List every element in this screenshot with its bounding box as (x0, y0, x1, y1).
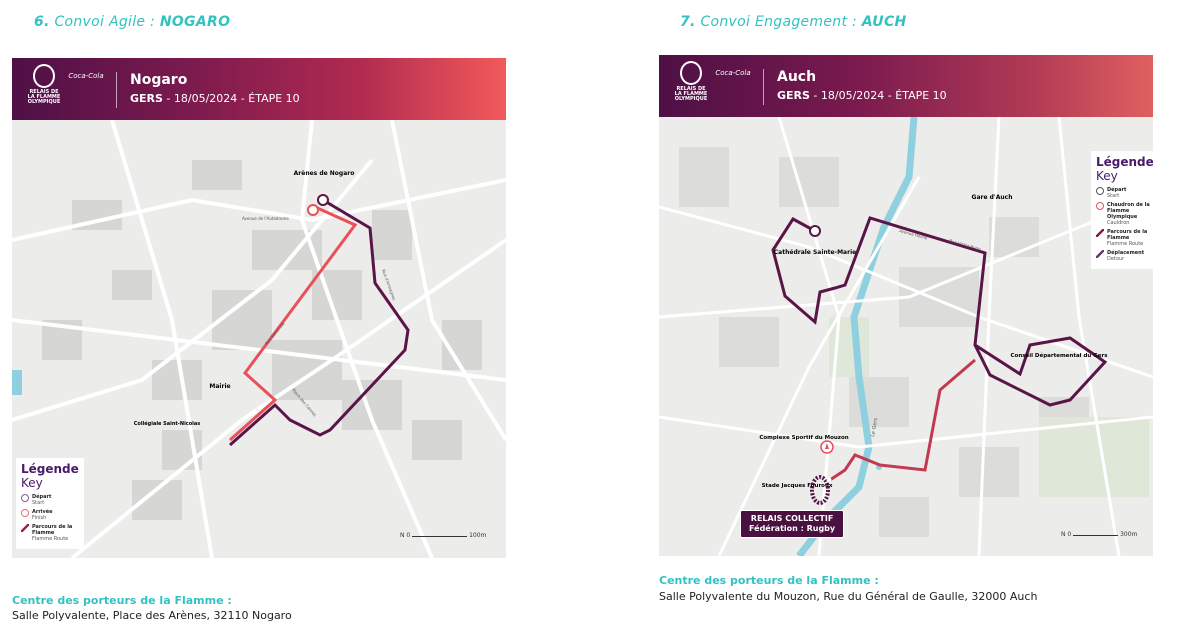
label-cathedrale: Cathédrale Sainte-Marie (774, 249, 856, 256)
legend-sub: Flamme Route (1107, 241, 1144, 247)
relais-federation: Fédération : Rugby (749, 524, 836, 533)
map-subtitle: GERS - 18/05/2024 - ÉTAPE 10 (130, 92, 300, 105)
sponsor-logo: Coca-Cola (715, 69, 751, 77)
dept: GERS (777, 89, 810, 102)
date-stage: - 18/05/2024 - ÉTAPE 10 (162, 92, 300, 105)
section-title-auch: 7. Convoi Engagement : AUCH (680, 14, 907, 30)
dept: GERS (130, 92, 163, 105)
legend-item-start: Départ Start (1096, 187, 1153, 199)
scale-max: 300m (1120, 531, 1138, 538)
legend-item-detour: Déplacement Detour (1096, 250, 1153, 262)
map-auch[interactable]: Cathédrale Sainte-Marie Gare d'Auch Cons… (659, 117, 1153, 556)
scale-max: 100m (469, 532, 487, 539)
label-conseil: Conseil Départemental du Gers (1011, 352, 1109, 359)
legend-sub: Detour (1107, 256, 1125, 262)
label-collegiale: Collégiale Saint-Nicolas (134, 420, 201, 427)
cauldron-icon (820, 440, 834, 454)
section-prefix: Convoi Agile : (54, 14, 156, 30)
section-city: NOGARO (159, 14, 231, 30)
label-avenue: Avenue de l'Autodrome (242, 216, 289, 221)
map-nogaro[interactable]: Arènes de Nogaro Mairie Collégiale Saint… (12, 120, 506, 558)
legend-sub: Finish (32, 515, 47, 521)
legend-sub: Flamme Route (32, 536, 69, 542)
legend-label: Départ (32, 494, 52, 500)
footer-heading: Centre des porteurs de la Flamme : (12, 594, 232, 607)
relais-title: RELAIS COLLECTIF (750, 514, 834, 523)
legend-label: Parcours de la Flamme (1107, 229, 1148, 241)
map-city: Auch (777, 69, 817, 85)
footer-address: Salle Polyvalente du Mouzon, Rue du Géné… (659, 590, 1038, 603)
label-gare: Gare d'Auch (972, 194, 1013, 201)
label-arenes: Arènes de Nogaro (294, 170, 355, 177)
date-stage: - 18/05/2024 - ÉTAPE 10 (809, 89, 947, 102)
start-circle-icon (21, 494, 29, 502)
north-arrow-icon: N (1061, 531, 1066, 538)
legend-item-route: Parcours de la Flamme Flamme Route (21, 524, 79, 542)
legend-item-finish: Arrivée Finish (21, 509, 79, 521)
footer-heading: Centre des porteurs de la Flamme : (659, 574, 879, 587)
legend-subtitle: Key (1096, 169, 1118, 183)
legend-title: Légende (21, 462, 79, 476)
map-legend: Légende Key Départ Start Arrivée Finish Pa… (16, 458, 84, 549)
legend-sub: Cauldron (1107, 220, 1130, 226)
scale-zero: 0 (1067, 531, 1072, 538)
relais-collectif-badge: RELAIS COLLECTIF Fédération : Rugby (740, 510, 845, 538)
divider (763, 69, 764, 105)
legend-label: Déplacement (1107, 250, 1145, 256)
map-subtitle: GERS - 18/05/2024 - ÉTAPE 10 (777, 89, 947, 102)
section-number: 7. (680, 14, 696, 30)
legend-title: Légende (1096, 155, 1153, 169)
legend-item-cauldron: Chaudron de la Flamme Olympique Cauldron (1096, 202, 1153, 226)
sponsor-logo: Coca-Cola (68, 72, 104, 80)
label-complexe: Complexe Sportif du Mouzon (759, 435, 848, 441)
scale-zero: 0 (406, 532, 411, 539)
map-panel-nogaro: RELAIS DE LA FLAMME OLYMPIQUE Coca-Cola … (12, 58, 506, 558)
route-line-icon (21, 524, 29, 532)
cauldron-icon (1096, 202, 1104, 210)
divider (116, 72, 117, 108)
olympic-relay-logo: RELAIS DE LA FLAMME OLYMPIQUE (673, 61, 709, 111)
detour-line-icon (1096, 250, 1104, 258)
legend-sub: Start (32, 500, 45, 506)
label-mairie: Mairie (209, 383, 230, 390)
olympic-relay-logo: RELAIS DE LA FLAMME OLYMPIQUE (26, 64, 62, 114)
label-river: Le Gers (870, 417, 879, 437)
map-legend: Légende Key Départ Start Chaudron de la F… (1091, 151, 1153, 269)
map-scale: N 0 300m (1061, 531, 1137, 538)
legend-sub: Start (1107, 193, 1120, 199)
footer-address: Salle Polyvalente, Place des Arènes, 321… (12, 609, 292, 622)
legend-item-start: Départ Start (21, 494, 79, 506)
map-header: RELAIS DE LA FLAMME OLYMPIQUE Coca-Cola … (12, 58, 506, 120)
label-stade: Stade Jacques Fouroux (762, 483, 833, 489)
legend-item-route: Parcours de la Flamme Flamme Route (1096, 229, 1153, 247)
section-number: 6. (34, 14, 50, 30)
section-city: AUCH (861, 14, 907, 30)
legend-label: Arrivée (32, 509, 53, 515)
map-scale: N 0 100m (400, 532, 486, 539)
map-panel-auch: RELAIS DE LA FLAMME OLYMPIQUE Coca-Cola … (659, 55, 1153, 556)
north-arrow-icon: N (400, 532, 405, 539)
legend-label: Départ (1107, 187, 1127, 193)
section-prefix: Convoi Engagement : (700, 14, 858, 30)
legend-label: Chaudron de la Flamme Olympique (1107, 202, 1150, 220)
map-city: Nogaro (130, 72, 188, 88)
route-line-icon (1096, 229, 1104, 237)
section-title-nogaro: 6. Convoi Agile : NOGARO (34, 14, 230, 30)
finish-circle-icon (21, 509, 29, 517)
map-header: RELAIS DE LA FLAMME OLYMPIQUE Coca-Cola … (659, 55, 1153, 117)
start-circle-icon (1096, 187, 1104, 195)
legend-label: Parcours de la Flamme (32, 524, 73, 536)
legend-subtitle: Key (21, 476, 43, 490)
